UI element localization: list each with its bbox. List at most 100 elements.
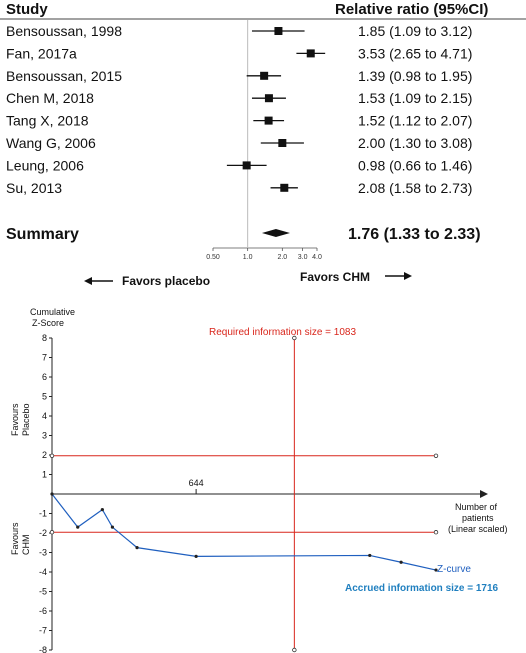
z-curve-label: Z-curve <box>437 564 471 575</box>
boundary-marker <box>433 453 439 458</box>
z-curve-point <box>399 560 403 564</box>
z-curve-point <box>194 554 198 559</box>
favors-chm-annotation: Favors CHM <box>300 270 412 284</box>
tsa-x-axis: 644 <box>52 478 488 498</box>
x-tick-label: 4.0 <box>312 254 322 261</box>
study-label: Bensoussan, 2015 <box>6 68 122 84</box>
favors-placebo-annotation: Favors placebo <box>84 274 210 288</box>
y-tick-label: 2 <box>42 450 47 460</box>
y-tick-label: 3 <box>42 431 47 441</box>
z-curve-point <box>76 525 80 529</box>
study-row: Tang X, 2018 1.52 (1.12 to 2.07) <box>6 113 472 129</box>
study-row: Bensoussan, 1998 1.85 (1.09 to 3.12) <box>6 23 472 39</box>
study-row: Fan, 2017a 3.53 (2.65 to 4.71) <box>6 45 472 61</box>
forest-plot: Study Relative ratio (95%CI) Bensoussan,… <box>0 1 526 288</box>
favours-placebo-line2: Placebo <box>21 403 31 436</box>
required-info-marker <box>292 647 297 653</box>
favours-chm-line2: CHM <box>21 535 31 556</box>
study-label: Chen M, 2018 <box>6 90 94 106</box>
study-label: Bensoussan, 1998 <box>6 23 122 39</box>
x-axis-arrow <box>480 490 488 498</box>
favours-chm-line1: Favours <box>10 522 20 555</box>
boundary-marker <box>49 530 55 535</box>
study-row: Chen M, 2018 1.53 (1.09 to 2.15) <box>6 90 472 106</box>
point-estimate <box>264 116 273 125</box>
summary-diamond <box>261 229 290 237</box>
y-title-line2: Z-Score <box>32 318 64 328</box>
forest-rows: Bensoussan, 1998 1.85 (1.09 to 3.12) Fan, … <box>6 20 481 247</box>
study-row: Leung, 2006 0.98 (0.66 to 1.46) <box>6 157 472 173</box>
y-tick-label: -1 <box>39 509 47 519</box>
effect-text: 2.08 (1.58 to 2.73) <box>358 180 472 196</box>
tsa-z-curve <box>50 492 438 572</box>
study-label: Leung, 2006 <box>6 157 84 173</box>
z-curve-point <box>135 546 139 550</box>
accrued-information-label: Accrued information size = 1716 <box>345 583 499 594</box>
point-estimate <box>274 27 283 35</box>
tsa-y-title: Cumulative Z-Score <box>30 307 75 328</box>
x-tick-label: 3.0 <box>298 254 308 261</box>
effect-text: 1.52 (1.12 to 2.07) <box>358 113 472 129</box>
x-axis-title: Number of patients (Linear scaled) <box>448 502 508 534</box>
x-title-line1: Number of <box>455 502 498 512</box>
summary-label: Summary <box>6 226 79 243</box>
z-curve-point <box>368 553 372 558</box>
y-tick-label: -7 <box>39 626 47 636</box>
study-row: Wang G, 2006 2.00 (1.30 to 3.08) <box>6 135 472 151</box>
boundary-marker <box>433 530 439 535</box>
y-tick-label: 1 <box>42 470 47 480</box>
required-info-marker <box>292 335 297 341</box>
effect-text: 1.53 (1.09 to 2.15) <box>358 90 472 106</box>
boundary-marker <box>49 453 55 458</box>
study-row: Bensoussan, 2015 1.39 (0.98 to 1.95) <box>6 68 472 84</box>
study-label: Fan, 2017a <box>6 45 77 61</box>
study-label: Su, 2013 <box>6 180 62 196</box>
point-estimate <box>278 139 287 147</box>
point-estimate <box>306 49 315 58</box>
summary-effect-text: 1.76 (1.33 to 2.33) <box>348 226 481 243</box>
x-tick-label: 2.0 <box>277 254 287 261</box>
z-curve-point <box>100 508 104 512</box>
study-label: Tang X, 2018 <box>6 113 89 129</box>
point-estimate <box>242 161 251 170</box>
forest-x-axis: 0.50 1.0 2.0 3.0 4.0 <box>206 247 322 261</box>
effect-column-header: Relative ratio (95%CI) <box>335 1 488 18</box>
y-tick-label: -6 <box>39 606 47 616</box>
favours-placebo-line1: Favours <box>10 403 20 436</box>
tsa-boundary-lines <box>49 335 439 653</box>
left-arrow-head <box>84 277 92 285</box>
y-tick-label: -8 <box>39 645 47 653</box>
y-tick-label: 8 <box>42 333 47 343</box>
right-arrow-head <box>404 272 412 280</box>
summary-row: Summary 1.76 (1.33 to 2.33) <box>6 226 481 243</box>
study-column-header: Study <box>6 1 48 18</box>
x-tick-label: 1.0 <box>243 254 253 261</box>
favours-chm-side-label: Favours CHM <box>10 522 31 555</box>
x-tick-label: 0.50 <box>206 254 220 261</box>
y-tick-label: 5 <box>42 392 47 402</box>
effect-text: 2.00 (1.30 to 3.08) <box>358 135 472 151</box>
effect-text: 0.98 (0.66 to 1.46) <box>358 157 472 173</box>
favors-chm-label: Favors CHM <box>300 270 370 284</box>
point-estimate <box>280 183 289 192</box>
z-curve-point <box>50 492 54 496</box>
study-row: Su, 2013 2.08 (1.58 to 2.73) <box>6 180 472 196</box>
favours-placebo-side-label: Favours Placebo <box>10 403 31 436</box>
effect-text: 3.53 (2.65 to 4.71) <box>358 45 472 61</box>
point-estimate <box>260 71 269 80</box>
tsa-y-axis: 8 7 6 5 4 3 2 1 -1 -2 -3 -4 -5 -6 -7 -8 <box>39 333 53 653</box>
z-curve-line <box>51 493 437 571</box>
study-label: Wang G, 2006 <box>6 135 96 151</box>
y-tick-label: -4 <box>39 567 47 577</box>
point-estimate <box>264 94 273 103</box>
y-tick-label: 6 <box>42 372 47 382</box>
effect-text: 1.85 (1.09 to 3.12) <box>358 23 472 39</box>
y-tick-label: -2 <box>39 528 47 538</box>
z-curve-point <box>110 525 115 529</box>
x-tick-label: 644 <box>189 478 204 488</box>
x-title-line2: patients <box>462 513 494 523</box>
y-tick-label: -5 <box>39 587 47 597</box>
x-title-line3: (Linear scaled) <box>448 524 508 534</box>
favors-placebo-label: Favors placebo <box>122 274 210 288</box>
effect-text: 1.39 (0.98 to 1.95) <box>358 68 472 84</box>
